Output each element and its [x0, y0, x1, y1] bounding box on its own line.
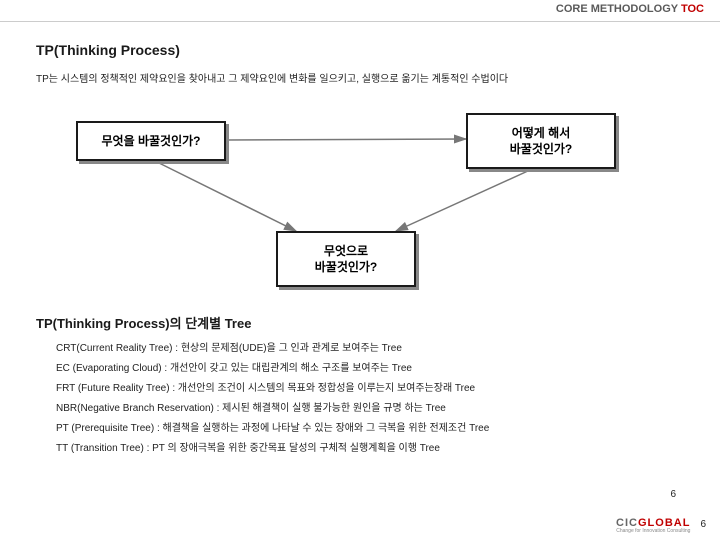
- logo-p2: GLOBAL: [638, 517, 690, 529]
- page-subtitle: TP(Thinking Process): [36, 42, 684, 58]
- header-text: CORE METHODOLOGY TOC: [556, 3, 704, 15]
- tree-item: FRT (Future Reality Tree) : 개선안의 조건이 시스템…: [56, 382, 684, 395]
- tree-list: CRT(Current Reality Tree) : 현상의 문제점(UDE)…: [36, 342, 684, 455]
- header-core: CORE METHODOLOGY: [556, 3, 678, 15]
- header-bar: CORE METHODOLOGY TOC: [0, 0, 720, 22]
- tree-section-title: TP(Thinking Process)의 단계별 Tree: [36, 313, 684, 332]
- logo-main: CICGLOBAL: [616, 514, 690, 529]
- tree-item: CRT(Current Reality Tree) : 현상의 문제점(UDE)…: [56, 342, 684, 355]
- header-toc: TOC: [681, 3, 704, 15]
- page-description: TP는 시스템의 정책적인 제약요인을 찾아내고 그 제약요인에 변화를 일으키…: [36, 70, 684, 85]
- logo: CICGLOBAL Change for Innovation Consulti…: [616, 514, 690, 534]
- logo-p1: CIC: [616, 517, 638, 529]
- diagram-box-right: 어떻게 해서바꿀것인가?: [466, 113, 616, 169]
- footer: CICGLOBAL Change for Innovation Consulti…: [616, 514, 706, 534]
- tree-section: TP(Thinking Process)의 단계별 Tree CRT(Curre…: [0, 313, 720, 455]
- page-number-outer: 6: [700, 519, 706, 530]
- tree-item: TT (Transition Tree) : PT 의 장애극복을 위한 중간목…: [56, 442, 684, 455]
- diagram-box-center: 무엇으로바꿀것인가?: [276, 231, 416, 287]
- tree-item: EC (Evaporating Cloud) : 개선안이 갖고 있는 대립관계…: [56, 362, 684, 375]
- tree-item: NBR(Negative Branch Reservation) : 제시된 해…: [56, 402, 684, 415]
- page-number-inner: 6: [670, 489, 676, 500]
- content: TP(Thinking Process) TP는 시스템의 정책적인 제약요인을…: [0, 22, 720, 303]
- logo-tag: Change for Innovation Consulting: [616, 529, 690, 534]
- diagram-box-left: 무엇을 바꿀것인가?: [76, 121, 226, 161]
- diagram-area: 무엇을 바꿀것인가? 어떻게 해서바꿀것인가? 무엇으로바꿀것인가?: [36, 103, 684, 303]
- tree-item: PT (Prerequisite Tree) : 해결책을 실행하는 과정에 나…: [56, 422, 684, 435]
